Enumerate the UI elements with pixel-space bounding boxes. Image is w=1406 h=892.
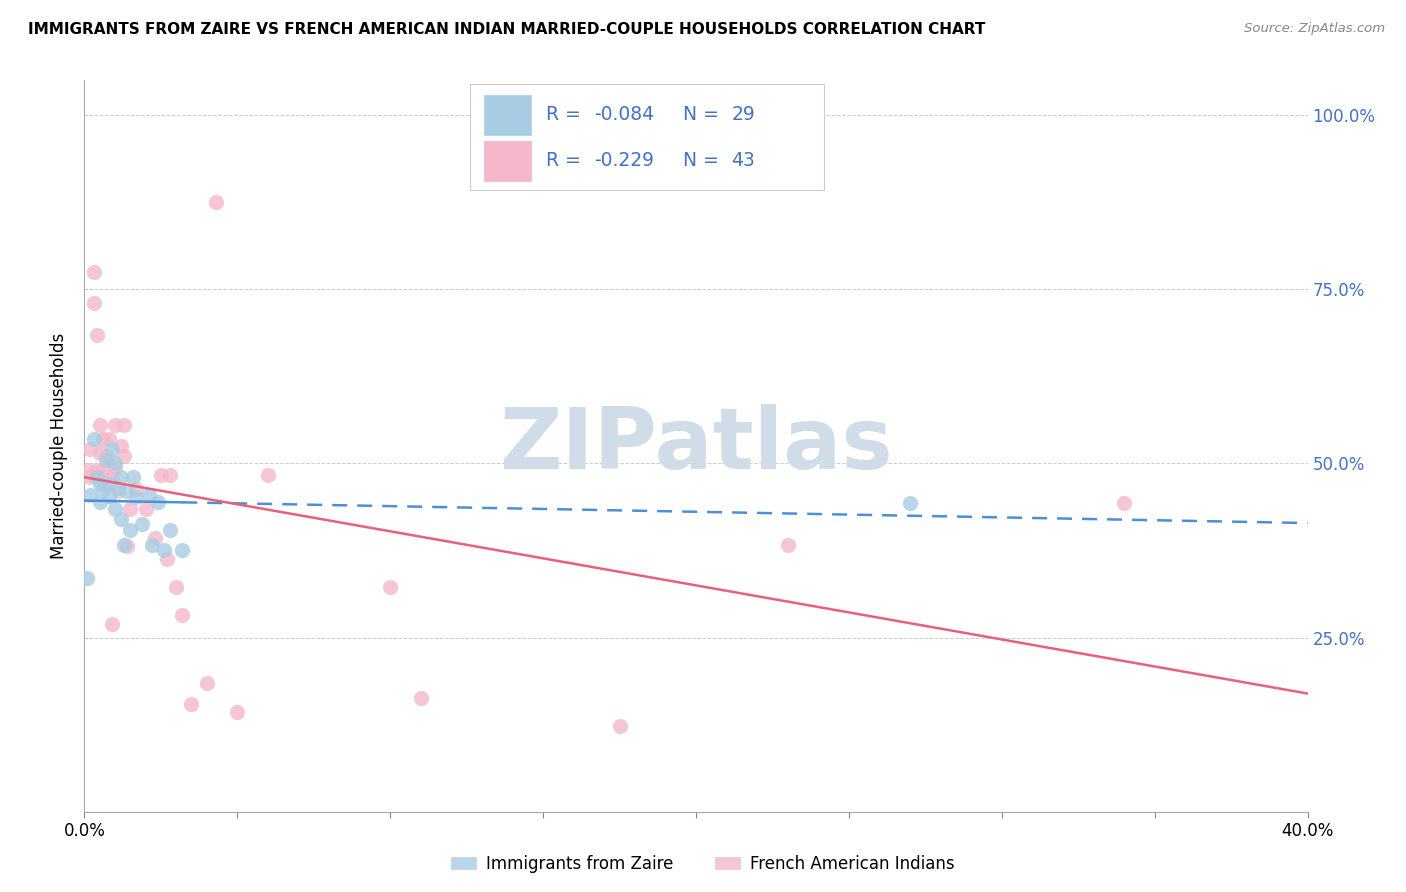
Point (125, 490, 148, 504)
Point (409, 691, 432, 706)
Point (112, 538, 135, 552)
Point (97, 489, 120, 503)
Point (156, 552, 179, 566)
Y-axis label: Married-couple Households: Married-couple Households (51, 333, 69, 559)
Point (112, 418, 135, 433)
Point (76, 463, 98, 477)
Point (97, 432, 120, 446)
Point (83, 265, 105, 279)
Point (205, 195, 228, 210)
Point (104, 501, 127, 516)
Point (94, 453, 117, 467)
Text: IMMIGRANTS FROM ZAIRE VS FRENCH AMERICAN INDIAN MARRIED-COUPLE HOUSEHOLDS CORREL: IMMIGRANTS FROM ZAIRE VS FRENCH AMERICAN… (28, 22, 986, 37)
Point (609, 719, 631, 733)
Point (91, 463, 114, 477)
Point (97, 477, 120, 491)
Text: 43: 43 (731, 152, 755, 170)
Point (122, 470, 145, 484)
Text: Source: ZipAtlas.com: Source: ZipAtlas.com (1244, 22, 1385, 36)
FancyBboxPatch shape (484, 141, 531, 181)
Text: R =: R = (546, 105, 586, 124)
Point (101, 470, 124, 484)
Point (146, 494, 169, 508)
Point (79, 488, 101, 502)
Point (110, 470, 132, 484)
Point (172, 607, 194, 622)
Point (135, 501, 157, 516)
Point (180, 697, 202, 711)
Text: N =: N = (682, 152, 724, 170)
Point (149, 468, 172, 483)
Text: 29: 29 (731, 105, 755, 124)
Point (89, 446, 111, 460)
Point (141, 538, 163, 552)
Point (120, 523, 142, 537)
Point (104, 459, 127, 474)
FancyBboxPatch shape (484, 95, 531, 135)
Point (89, 477, 111, 491)
Point (125, 482, 148, 496)
Point (107, 481, 129, 495)
Point (159, 523, 181, 537)
Point (89, 418, 111, 433)
Point (86, 470, 108, 484)
Point (76, 571, 98, 585)
Text: -0.229: -0.229 (595, 152, 654, 170)
Point (115, 484, 138, 499)
Point (94, 470, 117, 484)
FancyBboxPatch shape (470, 84, 824, 190)
Point (131, 516, 153, 531)
Point (172, 543, 194, 558)
Point (97, 477, 120, 491)
Point (91, 482, 114, 496)
Point (110, 512, 132, 526)
Text: R =: R = (546, 152, 586, 170)
Point (101, 616, 124, 631)
Point (86, 327, 108, 342)
Point (120, 501, 142, 516)
Point (94, 450, 117, 464)
Point (79, 470, 101, 484)
Point (226, 705, 249, 719)
Point (79, 442, 101, 457)
Point (776, 538, 799, 552)
Point (104, 418, 127, 433)
Point (110, 439, 132, 453)
Point (159, 468, 181, 483)
Point (101, 442, 124, 457)
Point (153, 543, 176, 558)
Text: -0.084: -0.084 (595, 105, 655, 124)
Point (1114, 496, 1136, 510)
Point (257, 468, 280, 483)
Point (86, 463, 108, 477)
Text: ZIPatlas: ZIPatlas (499, 404, 893, 488)
Point (83, 296, 105, 310)
Point (898, 496, 921, 510)
Point (89, 494, 111, 508)
Point (138, 488, 160, 502)
Point (115, 539, 138, 553)
Point (83, 432, 105, 446)
Point (165, 581, 187, 595)
Text: N =: N = (682, 105, 724, 124)
Point (107, 484, 129, 499)
Point (380, 580, 402, 594)
Point (143, 531, 166, 545)
Point (104, 457, 127, 471)
Point (112, 450, 135, 464)
Point (91, 432, 114, 446)
Legend: Immigrants from Zaire, French American Indians: Immigrants from Zaire, French American I… (444, 848, 962, 880)
Point (195, 676, 218, 690)
